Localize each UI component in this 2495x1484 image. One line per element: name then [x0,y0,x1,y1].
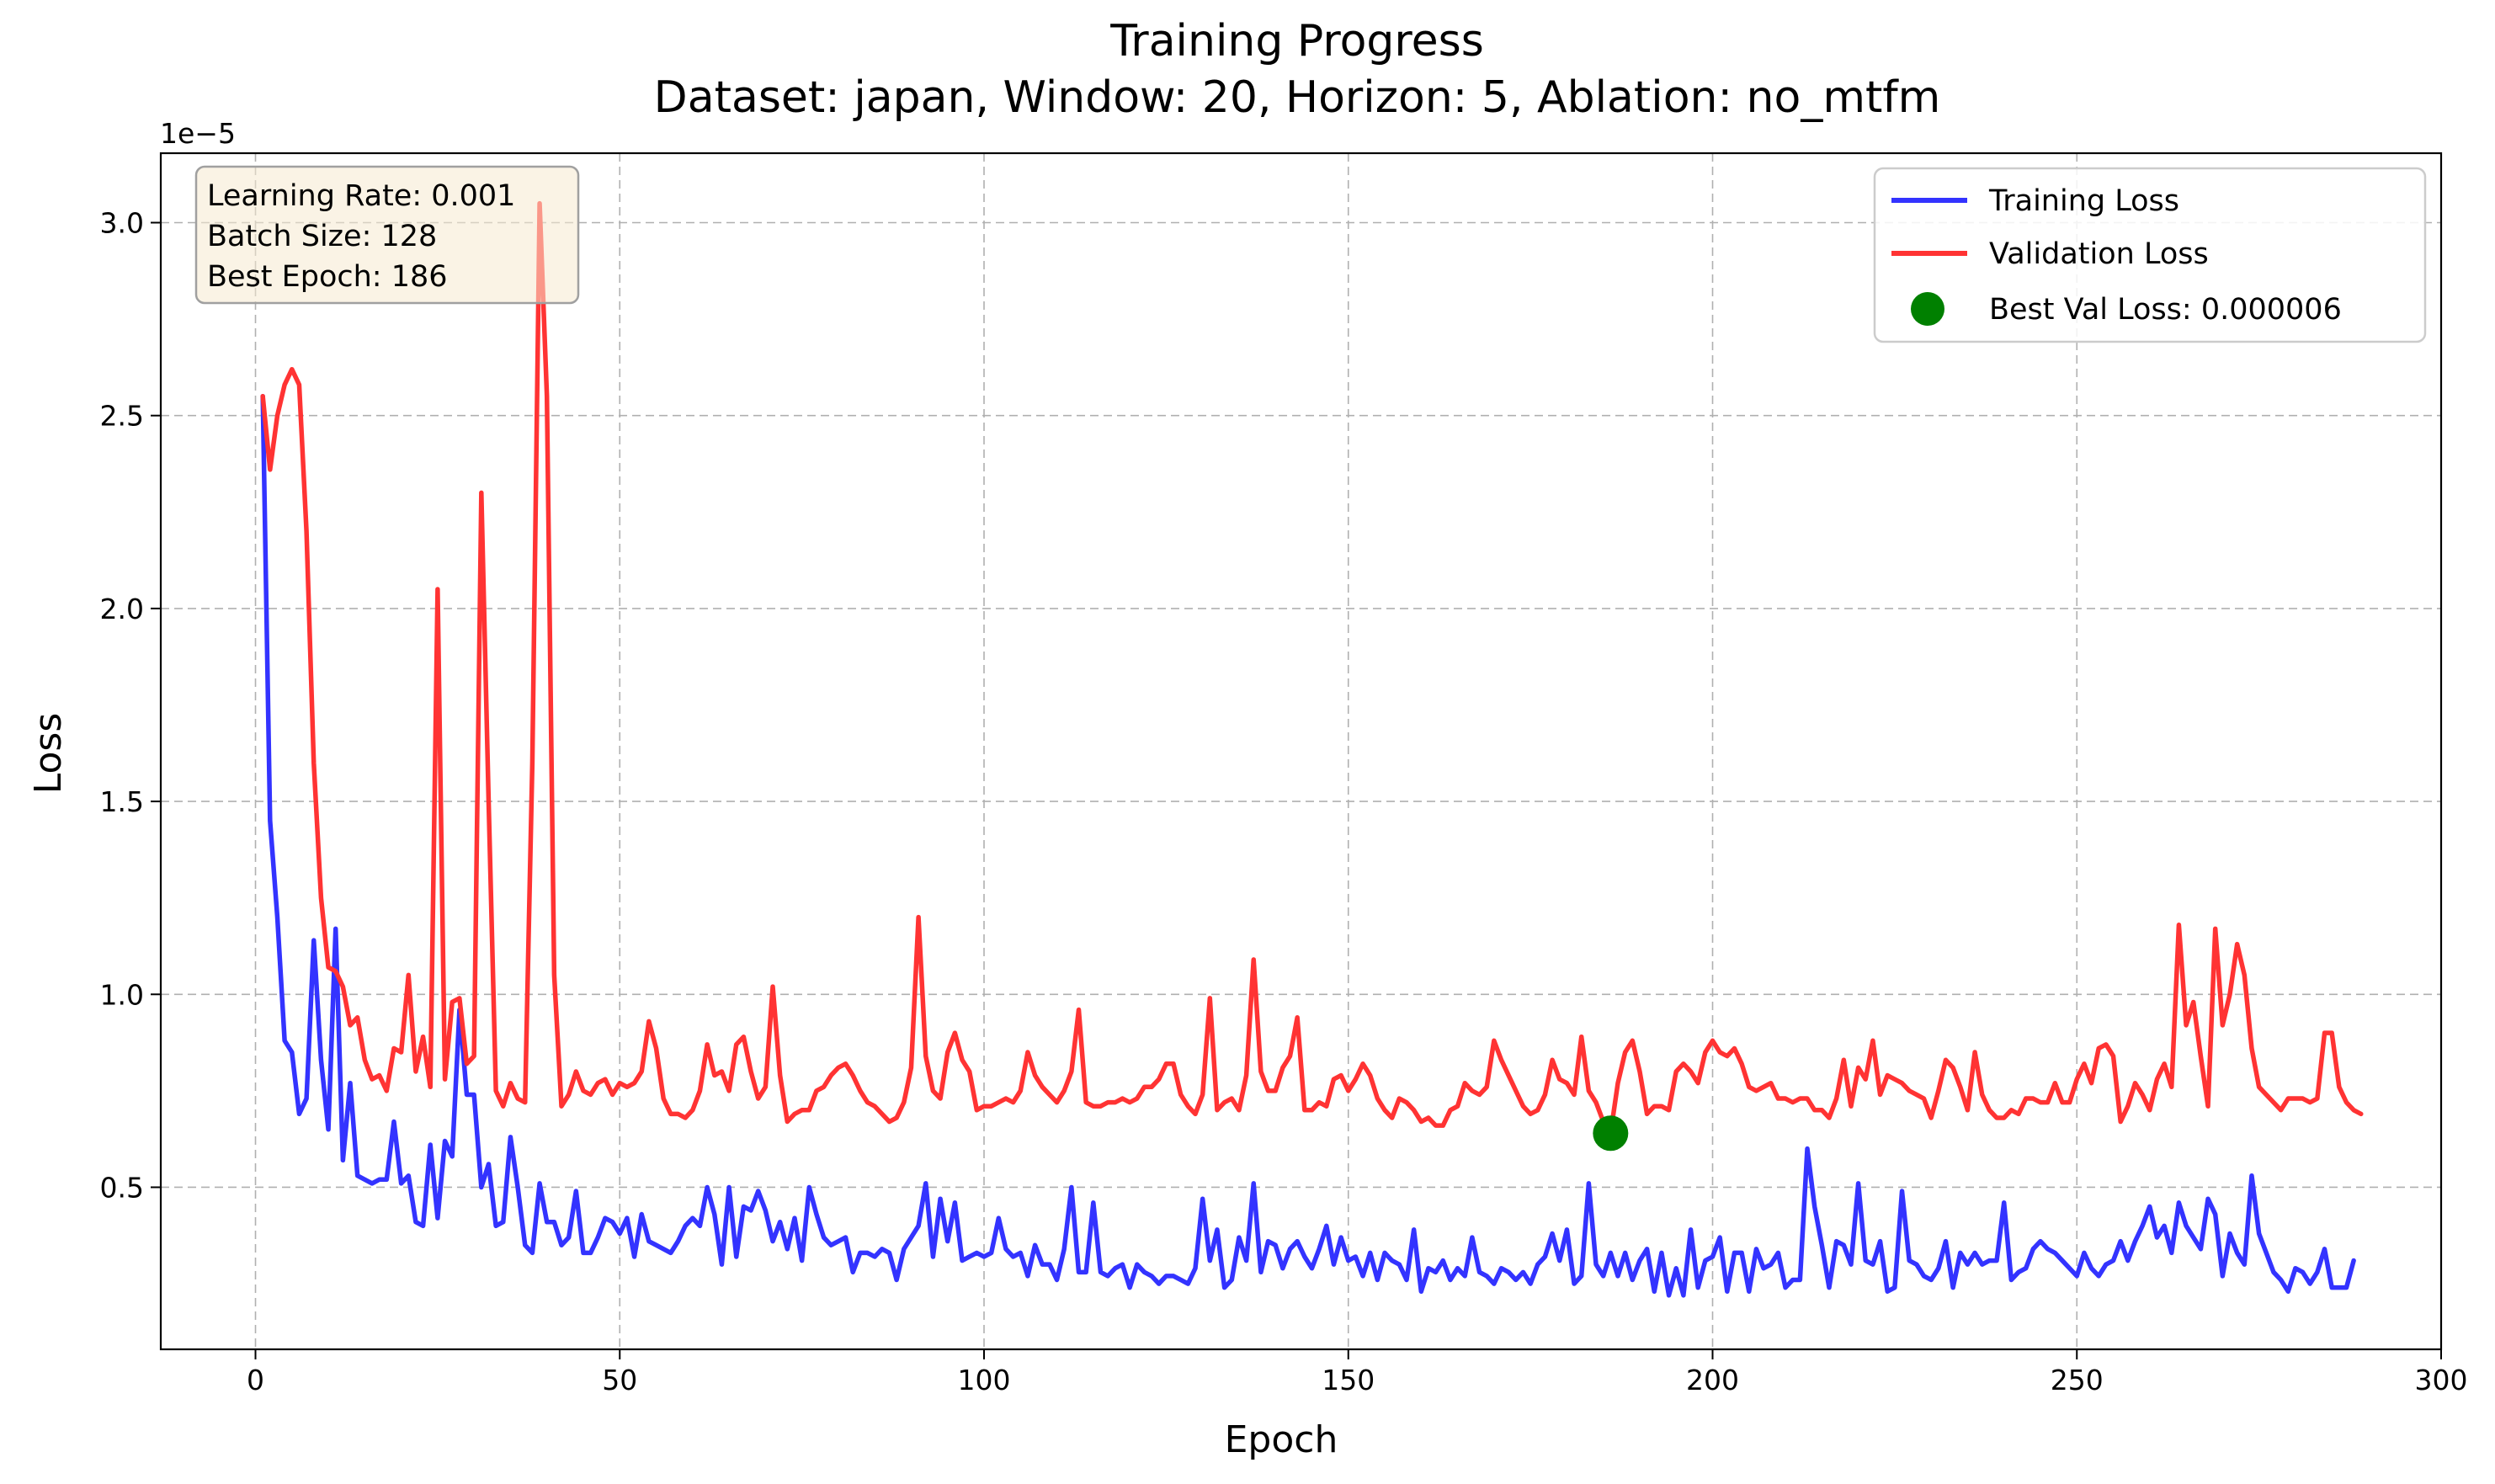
y-tick-label: 2.5 [100,400,144,433]
info-box: Learning Rate: 0.001 Batch Size: 128 Bes… [194,165,580,305]
x-tick-label: 100 [958,1364,1011,1396]
y-tick-label: 3.0 [100,207,144,240]
training-loss-line [260,394,2356,1298]
best-point-layer [1593,1115,1629,1152]
y-tick-label: 0.5 [100,1171,144,1204]
x-tick-label: 50 [602,1364,637,1396]
tick-layer: 0 50 100 150 200 250 300 0.5 1.0 1.5 2.0 2.5 3.0 [100,207,2468,1396]
legend-label-best: Best Val Loss: 0.000006 [1989,293,2342,327]
y-tick-label: 2.0 [100,593,144,625]
x-tick-label: 0 [247,1364,264,1396]
legend-frame [1873,167,2427,343]
y-tick-label: 1.0 [100,978,144,1011]
legend: Training Loss Validation Loss Best Val L… [1873,167,2427,343]
legend-label-validation: Validation Loss [1989,237,2209,271]
info-best-epoch: Best Epoch: 186 [207,260,448,294]
x-tick-label: 200 [1686,1364,1739,1396]
chart-title: Training Progress [1109,16,1484,66]
info-learning-rate: Learning Rate: 0.001 [207,179,515,213]
y-tick-label: 1.5 [100,785,144,818]
x-tick-label: 150 [1322,1364,1375,1396]
info-batch-size: Batch Size: 128 [207,220,437,253]
info-box-background [194,165,580,305]
x-tick-label: 300 [2415,1364,2468,1396]
x-axis-label: Epoch [1225,1418,1338,1461]
plot-frame [159,152,2443,1351]
series-layer [260,200,2364,1298]
validation-loss-line [260,200,2364,1136]
chart-subtitle: Dataset: japan, Window: 20, Horizon: 5, … [654,72,1941,123]
legend-label-training: Training Loss [1988,184,2179,218]
legend-swatch-best [1911,292,1944,326]
y-offset-label: 1e−5 [160,117,236,150]
best-val-loss-marker [1593,1115,1629,1152]
y-axis-label: Loss [27,713,70,795]
x-tick-label: 250 [2051,1364,2104,1396]
